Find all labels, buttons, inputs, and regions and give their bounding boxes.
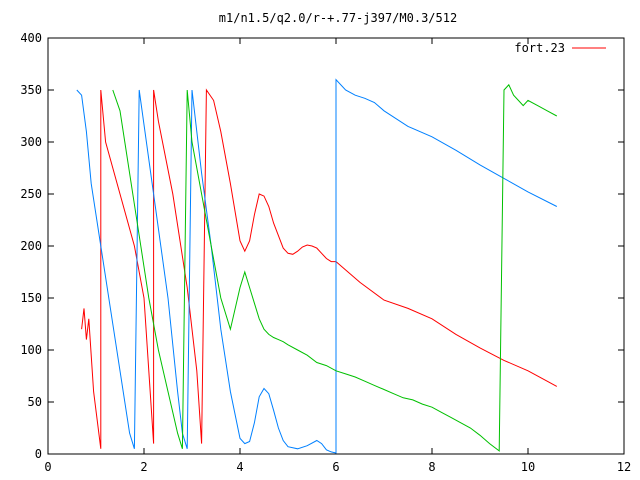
- chart-title: m1/n1.5/q2.0/r-+.77-j397/M0.3/512: [219, 11, 457, 25]
- y-tick-label: 200: [20, 239, 42, 253]
- series-line-0: [81, 88, 558, 449]
- x-tick-label: 8: [428, 460, 435, 474]
- legend: fort.23: [514, 41, 606, 55]
- x-tick-label: 12: [617, 460, 631, 474]
- y-tick-label: 150: [20, 291, 42, 305]
- y-tick-label: 250: [20, 187, 42, 201]
- y-tick-label: 350: [20, 83, 42, 97]
- series-line-2: [112, 83, 558, 452]
- series-layer: [76, 78, 558, 454]
- y-tick-label: 400: [20, 31, 42, 45]
- x-tick-label: 2: [140, 460, 147, 474]
- x-tick-label: 6: [332, 460, 339, 474]
- y-tick-label: 50: [28, 395, 42, 409]
- y-tick-label: 300: [20, 135, 42, 149]
- y-tick-label: 0: [35, 447, 42, 461]
- y-tick-label: 100: [20, 343, 42, 357]
- x-tick-label: 4: [236, 460, 243, 474]
- series-line-1: [76, 78, 558, 454]
- x-tick-label: 0: [44, 460, 51, 474]
- x-tick-label: 10: [521, 460, 535, 474]
- ticks-layer: 0 2 4 6 8 10 12 0 50 100 150 200 250 300 350 400: [20, 31, 631, 474]
- legend-label-fort-23: fort.23: [514, 41, 565, 55]
